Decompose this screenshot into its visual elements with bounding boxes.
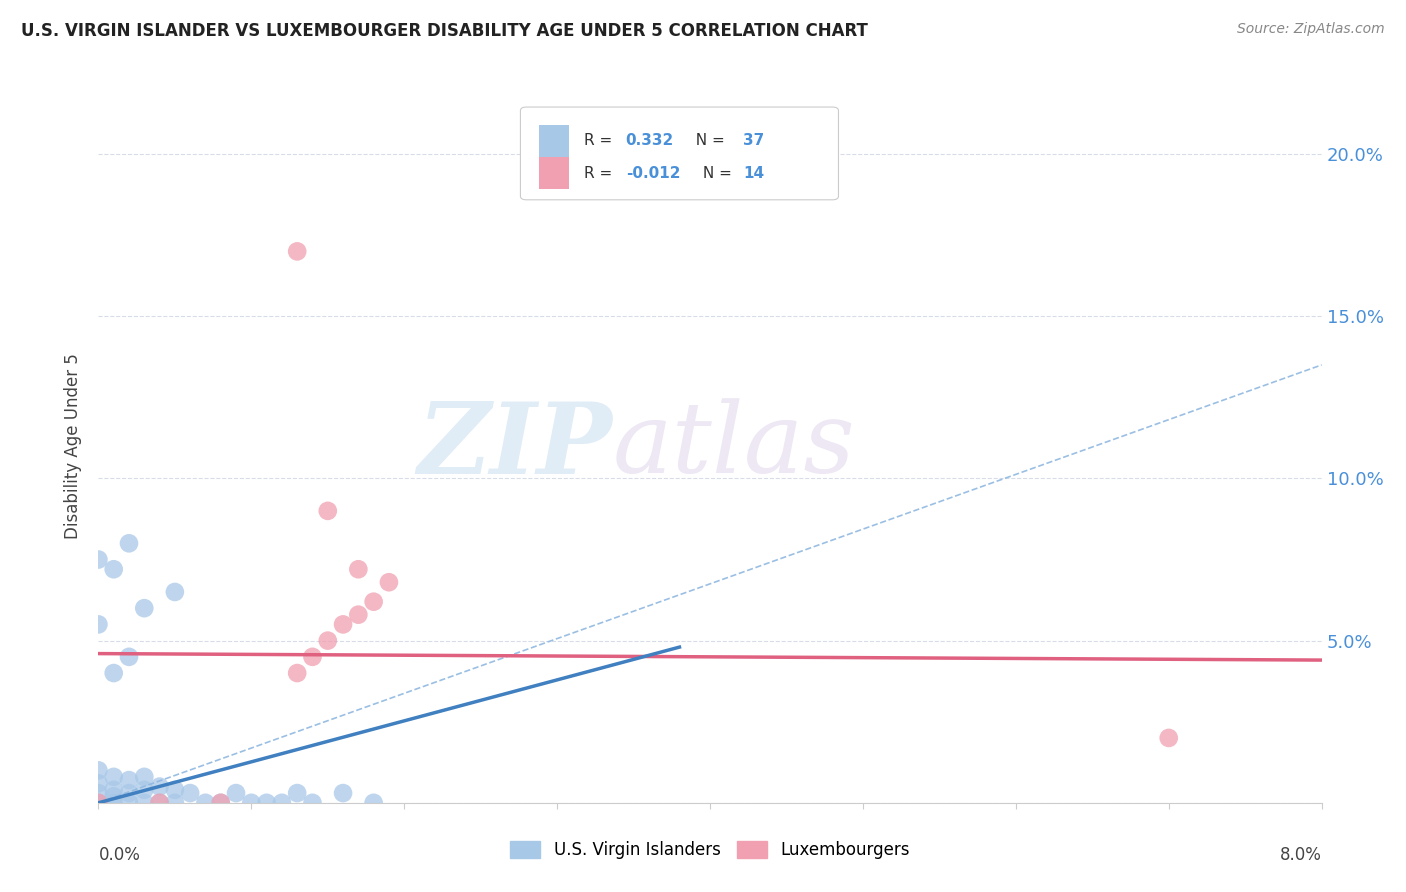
Point xyxy=(87,786,110,800)
Bar xyxy=(538,125,569,157)
Point xyxy=(134,770,156,784)
Point xyxy=(225,786,247,800)
Text: atlas: atlas xyxy=(612,399,855,493)
Point xyxy=(285,666,308,681)
Point xyxy=(87,776,110,790)
Text: -0.012: -0.012 xyxy=(626,166,681,180)
Point xyxy=(378,575,401,590)
Point xyxy=(285,786,308,800)
Point xyxy=(87,764,110,778)
Point xyxy=(118,649,141,664)
Text: 0.332: 0.332 xyxy=(626,134,673,148)
Point xyxy=(118,786,141,800)
Point xyxy=(179,786,201,800)
Point xyxy=(103,796,125,810)
Point xyxy=(118,536,141,550)
Text: N =: N = xyxy=(686,134,730,148)
Y-axis label: Disability Age Under 5: Disability Age Under 5 xyxy=(65,353,83,539)
Point xyxy=(347,562,370,576)
Point xyxy=(316,504,339,518)
Text: 8.0%: 8.0% xyxy=(1279,846,1322,863)
Point xyxy=(1157,731,1180,745)
Text: 0.0%: 0.0% xyxy=(98,846,141,863)
Point xyxy=(332,786,354,800)
Bar xyxy=(538,157,569,189)
Point xyxy=(87,617,110,632)
Point xyxy=(285,244,308,259)
Point xyxy=(363,595,385,609)
Point xyxy=(163,782,186,797)
Point xyxy=(103,770,125,784)
Point xyxy=(363,796,385,810)
Text: Source: ZipAtlas.com: Source: ZipAtlas.com xyxy=(1237,22,1385,37)
Point xyxy=(194,796,217,810)
Text: N =: N = xyxy=(697,166,737,180)
Point xyxy=(87,796,110,810)
Point xyxy=(149,796,172,810)
Point xyxy=(103,666,125,681)
Point xyxy=(163,585,186,599)
Point xyxy=(209,796,232,810)
Point xyxy=(134,601,156,615)
Point xyxy=(163,796,186,810)
Point xyxy=(134,782,156,797)
Point xyxy=(103,562,125,576)
Text: 14: 14 xyxy=(742,166,765,180)
Legend: U.S. Virgin Islanders, Luxembourgers: U.S. Virgin Islanders, Luxembourgers xyxy=(503,834,917,866)
Point xyxy=(103,782,125,797)
Text: R =: R = xyxy=(583,166,617,180)
Point xyxy=(149,780,172,794)
Text: ZIP: ZIP xyxy=(418,398,612,494)
Text: R =: R = xyxy=(583,134,617,148)
Point xyxy=(270,796,294,810)
FancyBboxPatch shape xyxy=(520,107,838,200)
Text: 37: 37 xyxy=(742,134,765,148)
Point xyxy=(134,796,156,810)
Point xyxy=(118,773,141,788)
Point xyxy=(301,796,323,810)
Point xyxy=(316,633,339,648)
Point xyxy=(256,796,278,810)
Point xyxy=(87,796,110,810)
Point xyxy=(209,796,232,810)
Point xyxy=(149,796,172,810)
Point xyxy=(301,649,323,664)
Point xyxy=(87,552,110,566)
Point xyxy=(118,796,141,810)
Point xyxy=(332,617,354,632)
Point xyxy=(103,789,125,804)
Point xyxy=(347,607,370,622)
Point xyxy=(240,796,263,810)
Text: U.S. VIRGIN ISLANDER VS LUXEMBOURGER DISABILITY AGE UNDER 5 CORRELATION CHART: U.S. VIRGIN ISLANDER VS LUXEMBOURGER DIS… xyxy=(21,22,868,40)
